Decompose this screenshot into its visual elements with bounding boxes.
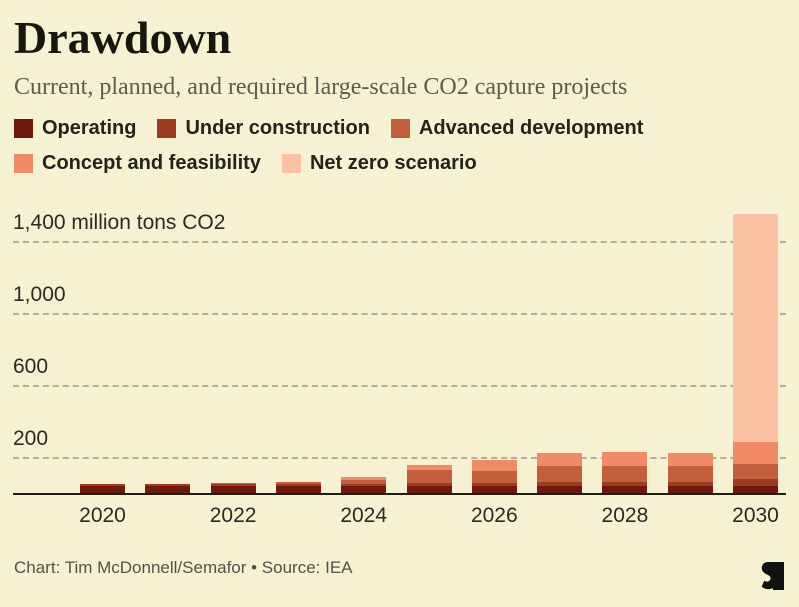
gridline-200 [13, 457, 786, 459]
bar-segment-2028-advanced-development [602, 465, 648, 482]
x-axis-label-2022: 2022 [209, 504, 257, 527]
semafor-logo-icon [761, 562, 784, 590]
bar-2026 [471, 459, 517, 493]
bar-segment-2027-operating [537, 485, 583, 493]
bar-segment-2029-operating [667, 485, 713, 493]
credit-source-note: Chart: Tim McDonnell/Semafor • Source: I… [14, 558, 353, 577]
gridline-1400 [13, 241, 786, 243]
bar-segment-2027-advanced-development [537, 466, 583, 483]
gridline-1000 [13, 313, 786, 315]
bar-segment-2022-advanced-development [210, 482, 256, 484]
bar-segment-2028-operating [602, 485, 648, 493]
bar-segment-2020-under-construction [80, 484, 125, 486]
bar-segment-2024-concept-and-feasibility [341, 476, 387, 480]
bar-segment-2030-operating [733, 485, 778, 493]
bar-segment-2024-advanced-development [341, 479, 387, 484]
y-axis-label-200: 200 [13, 427, 49, 450]
bar-segment-2025-advanced-development [406, 470, 452, 484]
bar-segment-2029-concept-and-feasibility [667, 452, 713, 467]
bar-2020 [80, 484, 125, 493]
x-axis-label-2028: 2028 [601, 504, 649, 527]
legend-row-2: Concept and feasibility Net zero scenario [14, 152, 664, 175]
legend-swatch-icon [390, 119, 410, 138]
legend-label: Net zero scenario [309, 152, 477, 174]
legend: Operating Under construction Advanced deve… [14, 117, 664, 187]
y-axis-label-600: 600 [13, 355, 49, 378]
legend-item-net-zero-scenario: Net zero scenario [281, 152, 477, 175]
bar-segment-2030-concept-and-feasibility [733, 441, 778, 464]
bar-segment-2029-under-construction [667, 481, 713, 486]
legend-swatch-icon [14, 154, 33, 173]
bar-segment-2020-operating [80, 485, 125, 493]
page-title: Drawdown [14, 12, 232, 63]
bar-segment-2023-under-construction [275, 483, 321, 486]
gridline-600 [13, 385, 786, 387]
legend-swatch-icon [281, 154, 301, 173]
legend-label: Operating [42, 117, 137, 139]
bar-segment-2026-advanced-development [471, 471, 517, 484]
y-axis-label-1400: 1,400 million tons CO2 [13, 211, 226, 234]
bar-segment-2027-under-construction [537, 482, 583, 486]
bar-segment-2022-operating [210, 485, 256, 493]
x-axis-label-2026: 2026 [470, 504, 518, 527]
bar-segment-2028-under-construction [602, 481, 648, 486]
bar-2022 [210, 482, 256, 493]
bar-segment-2027-concept-and-feasibility [537, 453, 583, 467]
legend-row-1: Operating Under construction Advanced deve… [14, 117, 664, 140]
legend-item-under-construction: Under construction [157, 117, 370, 140]
chart-subtitle: Current, planned, and required large-sca… [14, 74, 628, 100]
legend-label: Concept and feasibility [42, 152, 261, 174]
bar-segment-2028-concept-and-feasibility [602, 451, 648, 466]
legend-item-concept-and-feasibility: Concept and feasibility [14, 152, 261, 175]
x-axis-label-2024: 2024 [340, 504, 388, 527]
bar-segment-2023-advanced-development [275, 482, 321, 484]
x-axis-label-2030: 2030 [732, 504, 779, 527]
legend-swatch-icon [157, 119, 177, 138]
x-axis-line [13, 493, 786, 495]
bar-segment-2025-concept-and-feasibility [406, 465, 452, 471]
bar-segment-2024-operating [341, 485, 387, 493]
bar-segment-2023-operating [275, 485, 321, 493]
legend-label: Advanced development [418, 117, 644, 139]
bar-segment-2026-operating [471, 485, 517, 493]
bar-segment-2030-advanced-development [733, 463, 778, 479]
bar-segment-2024-under-construction [341, 483, 387, 486]
bar-segment-2025-operating [406, 485, 452, 493]
legend-swatch-icon [14, 119, 33, 138]
y-axis-label-1000: 1,000 [13, 283, 66, 306]
legend-label: Under construction [185, 117, 370, 139]
legend-item-advanced-development: Advanced development [390, 117, 644, 140]
bar-segment-2030-net-zero-scenario [733, 213, 778, 442]
bar-segment-2022-under-construction [210, 483, 256, 486]
bar-2023 [275, 482, 321, 493]
bar-segment-2021-operating [145, 485, 191, 493]
bar-segment-2026-under-construction [471, 483, 517, 486]
bar-2030 [733, 213, 778, 493]
bar-segment-2029-advanced-development [667, 466, 713, 482]
bar-2024 [341, 476, 387, 493]
bar-2028 [602, 451, 648, 493]
bar-segment-2021-under-construction [145, 484, 191, 486]
bar-2029 [667, 452, 713, 493]
bar-2027 [537, 453, 583, 493]
bar-2021 [145, 484, 191, 493]
legend-item-operating: Operating [14, 117, 136, 140]
bar-segment-2025-under-construction [406, 483, 452, 486]
bar-segment-2030-under-construction [733, 478, 778, 486]
bar-segment-2026-concept-and-feasibility [471, 459, 517, 472]
bar-2025 [406, 465, 452, 493]
x-axis-label-2020: 2020 [79, 504, 126, 527]
